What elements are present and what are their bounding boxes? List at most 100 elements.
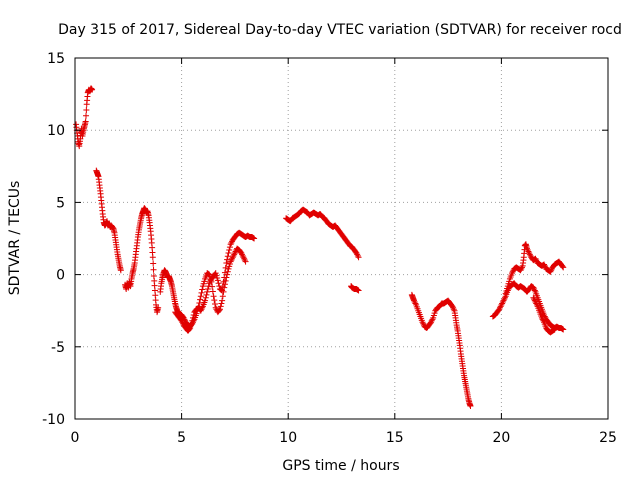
data-point [509,270,516,277]
data-point [500,297,507,304]
data-point [420,320,427,327]
data-point [354,251,361,258]
data-point [523,245,530,252]
data-point [210,293,217,300]
data-point [238,249,245,256]
data-point [501,296,508,303]
x-tick-labels: 0 5 10 15 20 25 [71,430,617,446]
data-point [551,326,558,333]
chart-title: Day 315 of 2017, Sidereal Day-to-day VTE… [58,22,622,38]
data-point [541,261,548,268]
data-point [190,312,197,319]
data-point [83,106,90,113]
x-tick-label: 15 [386,430,404,446]
data-point [186,325,193,332]
data-point [231,249,238,256]
data-point [353,249,360,256]
data-point [428,319,435,326]
data-point [419,319,426,326]
data-point [539,316,546,323]
data-point [189,314,196,321]
data-point [226,244,233,251]
data-point [532,299,539,306]
data-point [199,286,206,293]
data-point [547,268,554,275]
data-point [509,268,516,275]
data-point [226,247,233,254]
data-point [559,263,566,270]
data-point [225,249,232,256]
data-point [530,294,537,301]
data-point [117,267,124,274]
data-point [216,307,223,314]
data-point [251,235,258,242]
data-point [89,86,96,93]
y-tick-label: -5 [51,340,65,356]
data-point [205,283,212,290]
data-point [209,288,216,295]
data-point [548,267,555,274]
data-point [517,267,524,274]
data-point [525,248,532,255]
data-point [530,284,537,291]
data-point [215,280,222,287]
data-point [202,294,209,301]
data-point [178,317,185,324]
data-point [214,277,221,284]
data-point [412,300,419,307]
data-point [524,247,531,254]
data-point [221,274,228,281]
data-point [231,251,238,258]
data-point [355,287,362,294]
y-axis-label: SDTVAR / TECUs [7,181,23,296]
y-tick-labels: -10 -5 0 5 10 15 [42,51,65,428]
data-point [229,255,236,262]
data-point [496,304,503,311]
data-point [189,317,196,324]
data-point [538,314,545,321]
data-point [206,280,213,287]
data-point [224,253,231,260]
data-point [519,264,526,271]
data-point [204,288,211,295]
data-point [216,306,223,313]
y-tick-label: 10 [47,123,65,139]
data-point [354,252,361,259]
data-point [229,254,236,261]
data-point [198,306,205,313]
data-point [531,286,538,293]
data-point [202,297,209,304]
axis-ticks [74,57,609,420]
data-point [533,301,540,308]
data-point [429,316,436,323]
data-point [219,293,226,300]
data-point [496,306,503,313]
data-point [219,297,226,304]
data-point [83,112,90,119]
data-point [241,257,248,264]
data-point [217,303,224,310]
data-point [179,319,186,326]
data-point [218,300,225,307]
data-point [531,297,538,304]
data-points [73,85,567,410]
data-point [533,257,540,264]
data-point [224,256,231,263]
data-point [227,258,234,265]
data-point [199,304,206,311]
data-point [239,252,246,259]
data-point [450,304,457,311]
data-point [526,251,533,258]
x-tick-label: 0 [71,430,80,446]
data-point [532,255,539,262]
x-axis-label: GPS time / hours [282,458,399,474]
data-point [212,300,219,307]
data-point [223,260,230,267]
data-point [239,251,246,258]
data-point [197,293,204,300]
data-point [155,304,162,311]
data-point [227,241,234,248]
data-point [212,304,219,311]
data-point [355,254,362,261]
